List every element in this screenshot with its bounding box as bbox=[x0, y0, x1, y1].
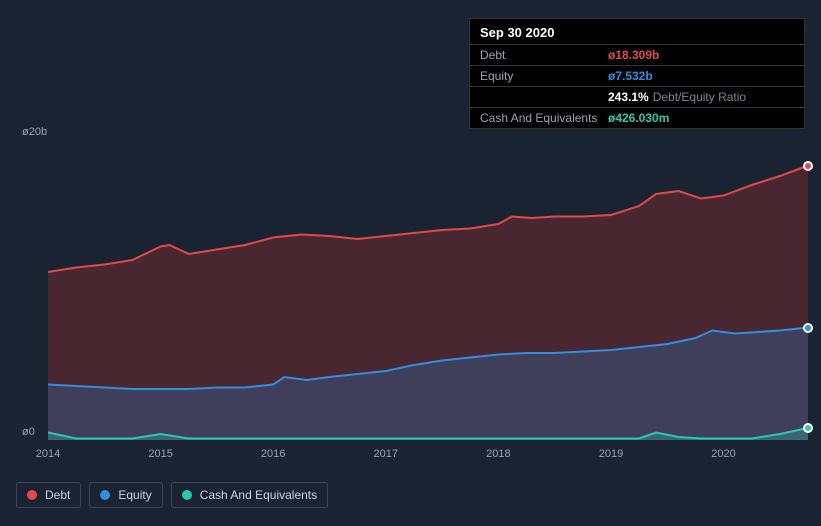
tooltip-row-value: ø18.309b bbox=[608, 48, 659, 62]
tooltip-row: Debtø18.309b bbox=[470, 45, 804, 66]
legend-item-equity[interactable]: Equity bbox=[89, 482, 162, 508]
chart-tooltip: Sep 30 2020 Debtø18.309bEquityø7.532b243… bbox=[469, 18, 805, 129]
x-axis-label: 2020 bbox=[711, 448, 735, 460]
tooltip-row-value: 243.1% bbox=[608, 90, 649, 104]
end-marker-debt bbox=[803, 161, 813, 171]
tooltip-row-value: ø426.030m bbox=[608, 111, 669, 125]
tooltip-row: 243.1% Debt/Equity Ratio bbox=[470, 87, 804, 108]
tooltip-row: Cash And Equivalentsø426.030m bbox=[470, 108, 804, 128]
x-axis-label: 2017 bbox=[374, 448, 398, 460]
tooltip-row-label: Debt bbox=[480, 48, 608, 62]
tooltip-date: Sep 30 2020 bbox=[470, 19, 804, 45]
legend-item-debt[interactable]: Debt bbox=[16, 482, 81, 508]
end-marker-cash-and-equivalents bbox=[803, 423, 813, 433]
tooltip-row-value: ø7.532b bbox=[608, 69, 653, 83]
chart-legend: Debt Equity Cash And Equivalents bbox=[16, 482, 328, 508]
legend-dot-icon bbox=[182, 490, 192, 500]
legend-item-label: Equity bbox=[118, 488, 151, 502]
tooltip-row-extra: Debt/Equity Ratio bbox=[653, 90, 746, 104]
x-axis-label: 2014 bbox=[36, 448, 60, 460]
legend-item-label: Cash And Equivalents bbox=[200, 488, 317, 502]
tooltip-row-label: Equity bbox=[480, 69, 608, 83]
x-axis-label: 2015 bbox=[148, 448, 172, 460]
tooltip-row: Equityø7.532b bbox=[470, 66, 804, 87]
legend-dot-icon bbox=[27, 490, 37, 500]
y-axis-label: ø0 bbox=[22, 426, 35, 438]
legend-dot-icon bbox=[100, 490, 110, 500]
x-axis: 2014201520162017201820192020 bbox=[48, 448, 808, 468]
y-axis-label: ø20b bbox=[22, 126, 47, 138]
legend-item-label: Debt bbox=[45, 488, 70, 502]
area-chart bbox=[48, 140, 808, 440]
x-axis-label: 2019 bbox=[599, 448, 623, 460]
end-marker-equity bbox=[803, 323, 813, 333]
legend-item-cash-and-equivalents[interactable]: Cash And Equivalents bbox=[171, 482, 328, 508]
tooltip-row-label bbox=[480, 90, 608, 104]
tooltip-row-label: Cash And Equivalents bbox=[480, 111, 608, 125]
x-axis-label: 2018 bbox=[486, 448, 510, 460]
x-axis-label: 2016 bbox=[261, 448, 285, 460]
